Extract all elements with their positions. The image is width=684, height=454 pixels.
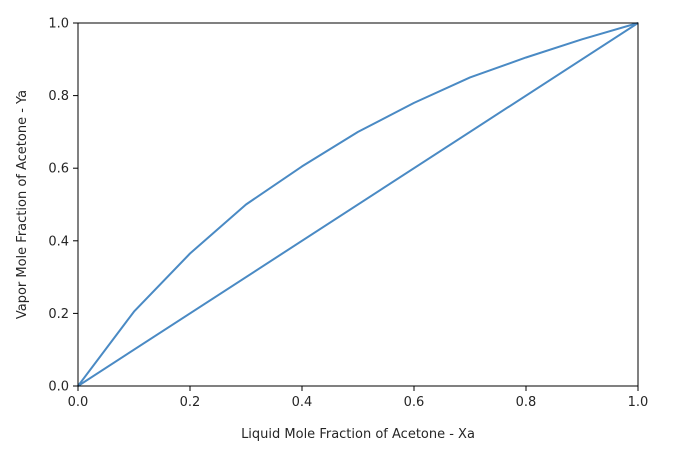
x-tick-label: 0.6 xyxy=(404,395,425,410)
series-line-2 xyxy=(77,22,639,387)
y-axis-label: Vapor Mole Fraction of Acetone - Ya xyxy=(15,90,30,319)
x-tick-label: 1.0 xyxy=(628,395,649,410)
plot-area-frame xyxy=(77,22,639,387)
x-tick-label: 0.0 xyxy=(68,395,89,410)
x-tick-label: 0.8 xyxy=(516,395,537,410)
series-line-1 xyxy=(77,22,639,387)
axis-ticks: 0.0 0.2 0.4 0.6 0.8 1.0 0.0 0.2 0.4 0.6 0.8 1.0 xyxy=(48,17,648,411)
x-tick-label: 0.2 xyxy=(180,395,201,410)
y-tick-label: 0.6 xyxy=(48,162,69,177)
y-tick-label: 0.4 xyxy=(48,234,69,249)
y-tick-label: 0.2 xyxy=(48,307,69,322)
x-axis-label: Liquid Mole Fraction of Acetone - Xa xyxy=(241,427,475,442)
y-tick-label: 0.0 xyxy=(48,380,69,395)
y-tick-label: 0.8 xyxy=(48,89,69,104)
y-tick-label: 1.0 xyxy=(48,17,69,32)
series-layer xyxy=(77,22,639,387)
x-tick-label: 0.4 xyxy=(292,395,313,410)
